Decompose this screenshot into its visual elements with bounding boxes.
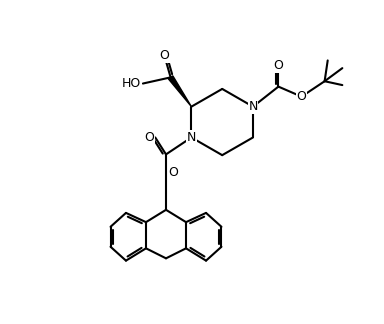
Polygon shape [169,76,191,107]
Text: O: O [273,59,283,72]
Text: O: O [159,49,169,62]
Text: N: N [248,100,258,113]
Text: O: O [168,166,178,179]
Text: N: N [187,131,196,144]
Text: O: O [296,90,306,103]
Text: HO: HO [122,77,141,90]
Text: O: O [144,131,154,144]
